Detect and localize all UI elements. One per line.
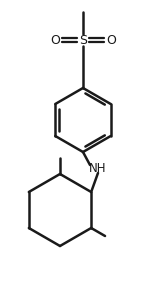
Text: NH: NH	[89, 162, 107, 174]
Text: O: O	[106, 34, 116, 46]
Text: O: O	[50, 34, 60, 46]
Text: S: S	[79, 34, 87, 46]
